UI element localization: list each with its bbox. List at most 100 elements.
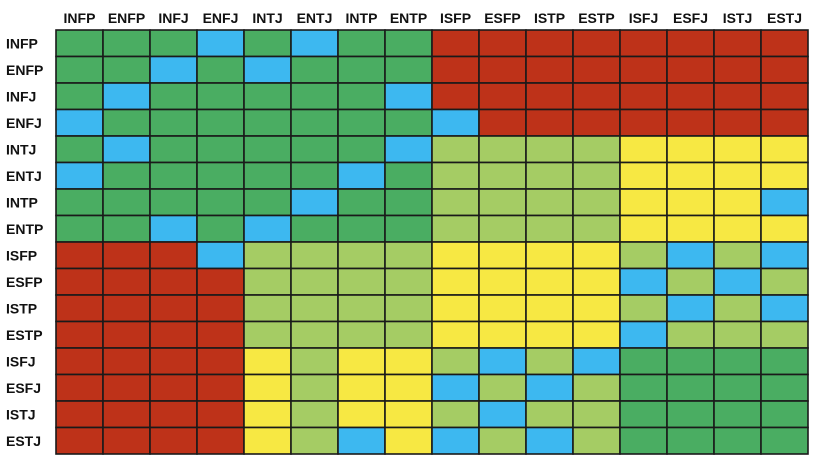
cell-istj-istj — [713, 400, 762, 429]
cell-intp-isfp — [431, 188, 480, 217]
cell-intj-enfj — [196, 135, 245, 164]
cell-esfp-enfj — [196, 267, 245, 296]
column-labels: INFP ENFP INFJ ENFJ INTJ ENTJ INTP ENTP ISFP ESFP… — [64, 10, 802, 26]
cell-enfp-esfp — [478, 55, 527, 84]
cell-estp-infp — [55, 320, 104, 349]
cell-infj-esfj — [666, 82, 715, 111]
cell-intp-entj — [290, 188, 339, 217]
cell-enfj-istj — [713, 108, 762, 137]
cell-entj-intp — [337, 161, 386, 190]
cell-enfp-infp — [55, 55, 104, 84]
cell-istj-esfj — [666, 400, 715, 429]
cell-isfj-esfp — [478, 347, 527, 376]
cell-enfp-intj — [243, 55, 292, 84]
cell-entj-istj — [713, 161, 762, 190]
cell-istj-entj — [290, 400, 339, 429]
cell-isfp-istp — [525, 241, 574, 270]
cell-infj-esfp — [478, 82, 527, 111]
cell-intj-entj — [290, 135, 339, 164]
cell-intp-infp — [55, 188, 104, 217]
cell-isfj-intp — [337, 347, 386, 376]
cell-infj-estj — [760, 82, 809, 111]
row-label-enfj: ENFJ — [6, 115, 42, 131]
cell-intj-isfp — [431, 135, 480, 164]
cell-estp-isfp — [431, 320, 480, 349]
cell-isfj-esfj — [666, 347, 715, 376]
cell-entj-entp — [384, 161, 433, 190]
cell-enfp-infj — [149, 55, 198, 84]
cell-entp-istp — [525, 214, 574, 243]
cell-estp-entj — [290, 320, 339, 349]
cell-esfj-enfj — [196, 373, 245, 402]
cell-estp-istj — [713, 320, 762, 349]
cell-isfj-estj — [760, 347, 809, 376]
cell-intp-intp — [337, 188, 386, 217]
cell-isfp-esfp — [478, 241, 527, 270]
cell-estj-esfp — [478, 426, 527, 455]
cell-infp-esfp — [478, 29, 527, 58]
cell-istp-istj — [713, 294, 762, 323]
cell-intj-enfp — [102, 135, 151, 164]
column-label-entj: ENTJ — [297, 10, 333, 26]
cell-istj-intj — [243, 400, 292, 429]
column-label-entp: ENTP — [390, 10, 427, 26]
cell-infp-enfp — [102, 29, 151, 58]
heatmap-cells — [55, 29, 809, 455]
cell-esfp-esfj — [666, 267, 715, 296]
cell-enfj-esfp — [478, 108, 527, 137]
cell-enfp-entp — [384, 55, 433, 84]
cell-intp-enfj — [196, 188, 245, 217]
cell-infp-infp — [55, 29, 104, 58]
cell-istp-esfj — [666, 294, 715, 323]
row-label-isfj: ISFJ — [6, 353, 36, 369]
cell-esfj-intj — [243, 373, 292, 402]
cell-infj-enfp — [102, 82, 151, 111]
cell-esfp-entj — [290, 267, 339, 296]
cell-entp-intp — [337, 214, 386, 243]
cell-infp-intj — [243, 29, 292, 58]
column-label-infj: INFJ — [158, 10, 188, 26]
cell-esfj-esfj — [666, 373, 715, 402]
cell-enfj-isfp — [431, 108, 480, 137]
row-label-estp: ESTP — [6, 327, 43, 343]
cell-enfp-intp — [337, 55, 386, 84]
cell-estj-infp — [55, 426, 104, 455]
cell-infj-isfj — [619, 82, 668, 111]
cell-esfp-intj — [243, 267, 292, 296]
cell-entj-esfp — [478, 161, 527, 190]
cell-intp-isfj — [619, 188, 668, 217]
cell-isfj-enfp — [102, 347, 151, 376]
cell-isfp-estj — [760, 241, 809, 270]
cell-intj-istp — [525, 135, 574, 164]
cell-enfj-entp — [384, 108, 433, 137]
cell-estp-estj — [760, 320, 809, 349]
cell-entp-intj — [243, 214, 292, 243]
cell-infp-isfp — [431, 29, 480, 58]
cell-estp-infj — [149, 320, 198, 349]
cell-istj-isfp — [431, 400, 480, 429]
cell-istj-entp — [384, 400, 433, 429]
cell-infj-enfj — [196, 82, 245, 111]
cell-isfp-estp — [572, 241, 621, 270]
cell-estj-intp — [337, 426, 386, 455]
cell-infp-estj — [760, 29, 809, 58]
column-label-isfj: ISFJ — [629, 10, 659, 26]
cell-isfp-isfp — [431, 241, 480, 270]
cell-entp-isfp — [431, 214, 480, 243]
cell-intp-estp — [572, 188, 621, 217]
row-label-entj: ENTJ — [6, 168, 42, 184]
cell-estj-enfj — [196, 426, 245, 455]
cell-isfj-enfj — [196, 347, 245, 376]
cell-enfj-intp — [337, 108, 386, 137]
cell-infp-enfj — [196, 29, 245, 58]
cell-infj-intp — [337, 82, 386, 111]
cell-istp-intj — [243, 294, 292, 323]
cell-enfp-enfp — [102, 55, 151, 84]
column-label-esfj: ESFJ — [673, 10, 708, 26]
row-label-intp: INTP — [6, 194, 38, 210]
cell-estp-estp — [572, 320, 621, 349]
cell-enfp-enfj — [196, 55, 245, 84]
cell-estj-estj — [760, 426, 809, 455]
cell-infj-entp — [384, 82, 433, 111]
cell-intj-infj — [149, 135, 198, 164]
